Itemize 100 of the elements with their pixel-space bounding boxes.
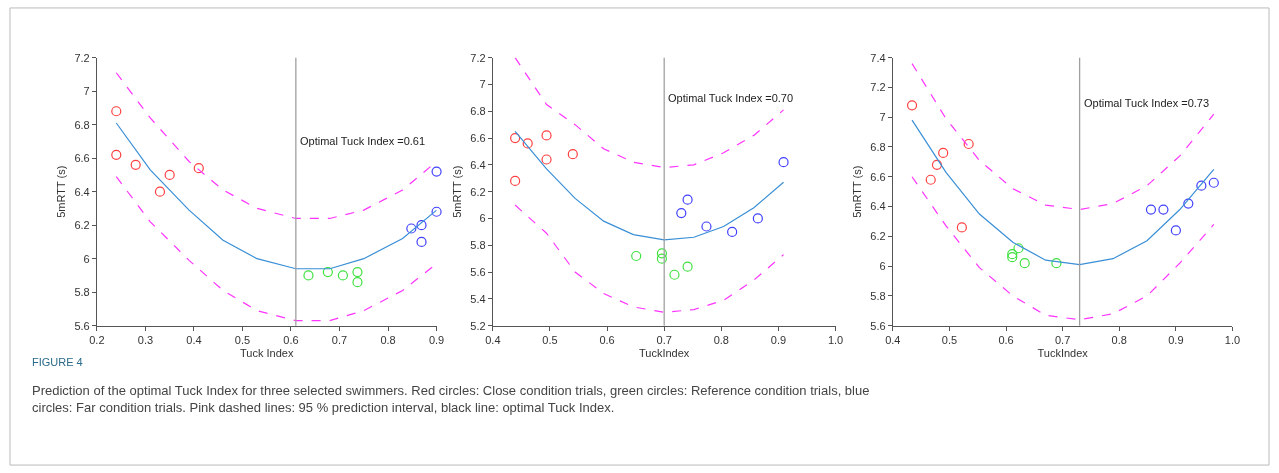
y-tick-label: 5.8 [870,289,886,302]
point [656,248,668,259]
x-tick-label: 0.4 [885,333,901,346]
y-tick-label: 7.2 [870,81,886,94]
ref-line-label: Optimal Tuck Index =0.73 [1084,97,1210,109]
x-tick-label: 0.5 [542,333,558,346]
y-tick-label: 6.4 [470,158,486,171]
point [303,270,314,281]
y-tick-label: 6.4 [74,185,90,198]
y-tick-label: 6.8 [870,140,886,153]
line-series [514,204,785,313]
y-tick-label: 6.6 [74,152,90,165]
point [510,175,521,187]
point [1208,177,1219,188]
point [154,186,166,197]
point [416,236,427,248]
point [682,194,693,205]
x-tick-label: 0.6 [283,333,299,346]
y-axis-title: 5mRTT (s) [850,165,863,218]
y-tick-label: 6.2 [870,230,886,243]
y-tick-label: 7 [83,85,90,98]
y-tick-label: 7.2 [470,51,486,64]
point [1051,258,1062,269]
point [963,138,974,150]
x-tick-label: 0.8 [713,333,729,346]
y-tick-label: 5.2 [470,319,486,332]
x-tick-label: 0.4 [186,333,202,346]
point [1183,198,1194,209]
point [631,250,642,262]
point [130,159,141,170]
line-series [911,119,1215,266]
x-tick-label: 0.7 [1054,333,1071,346]
point [1145,204,1157,215]
y-axis-title: 5mRTT (s) [451,165,464,218]
x-tick-label: 0.4 [485,333,501,346]
y-tick-label: 5.4 [470,292,486,305]
x-axis-title: TuckIndex [639,347,690,360]
point [1196,180,1207,191]
point [925,174,936,185]
point [431,206,442,217]
point [676,208,687,219]
point [406,223,417,234]
point [1158,204,1169,215]
ref-line-label: Optimal Tuck Index =0.61 [300,135,426,147]
point [416,220,427,231]
y-tick-label: 6 [479,212,486,225]
y-tick-label: 6.8 [470,105,486,118]
y-tick-label: 7 [879,111,886,124]
point [337,270,349,281]
point [541,130,552,141]
point [522,138,533,149]
caption: FIGURE 4 [32,356,83,368]
point [752,213,763,224]
point [938,147,949,159]
y-tick-label: 6 [83,252,90,265]
point [111,149,122,160]
point [1013,243,1024,254]
x-tick-label: 0.3 [137,333,154,346]
y-tick-label: 6.8 [74,118,90,131]
y-tick-label: 5.6 [870,319,886,332]
x-tick-label: 0.7 [331,333,348,346]
y-tick-label: 6 [879,259,886,272]
y-tick-label: 5.8 [470,239,486,252]
point [431,166,442,177]
point [931,159,943,170]
line-series [911,63,1215,211]
y-tick-label: 5.6 [470,265,486,278]
text: Prediction of the optimal Tuck Index for three selected swimmers. Red circles: Close condition trials, green circles: Reference condition trials, blue circles: Far condition trials. Pink dashed lines: 95 % prediction interval, black line: optimal Tuck Index. [32,383,870,415]
x-tick-label: 0.9 [428,333,445,346]
point [567,149,578,160]
point [701,221,712,232]
y-axis-title: 5mRTT (s) [55,165,68,218]
x-tick-label: 1.0 [827,333,844,346]
point [906,100,918,111]
y-tick-label: 5.8 [74,286,90,299]
y-tick-label: 6.4 [870,200,886,213]
y-tick-label: 6.2 [74,219,90,232]
point [352,277,363,288]
ref-line-label: Optimal Tuck Index =0.70 [668,92,794,104]
point [956,222,967,233]
x-axis-title: Tuck Index [240,347,294,360]
point [656,253,668,264]
point [778,157,789,168]
x-tick-label: 0.6 [998,333,1014,346]
point [164,169,175,181]
x-tick-label: 0.9 [770,333,787,346]
x-tick-label: 0.8 [1111,333,1127,346]
line-series [911,176,1215,321]
point [1170,225,1181,236]
y-tick-label: 7.4 [870,51,886,64]
point [727,226,738,237]
point [111,106,122,117]
x-tick-label: 0.8 [380,333,396,346]
x-tick-label: 1.0 [1224,333,1241,346]
y-tick-label: 7.2 [74,51,90,64]
x-tick-label: 0.2 [89,333,105,346]
point [541,154,552,165]
point [510,132,521,144]
x-tick-label: 0.9 [1168,333,1184,346]
x-tick-label: 0.5 [941,333,958,346]
